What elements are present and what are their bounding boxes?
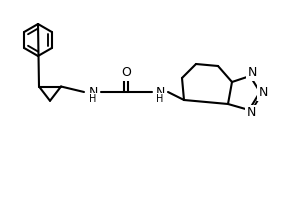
Text: N: N — [88, 86, 98, 98]
Text: N: N — [247, 66, 257, 79]
Text: N: N — [155, 86, 165, 98]
Text: N: N — [246, 106, 256, 119]
Text: N: N — [258, 86, 268, 99]
Text: H: H — [89, 94, 97, 104]
Text: O: O — [121, 66, 131, 79]
Text: H: H — [156, 94, 164, 104]
